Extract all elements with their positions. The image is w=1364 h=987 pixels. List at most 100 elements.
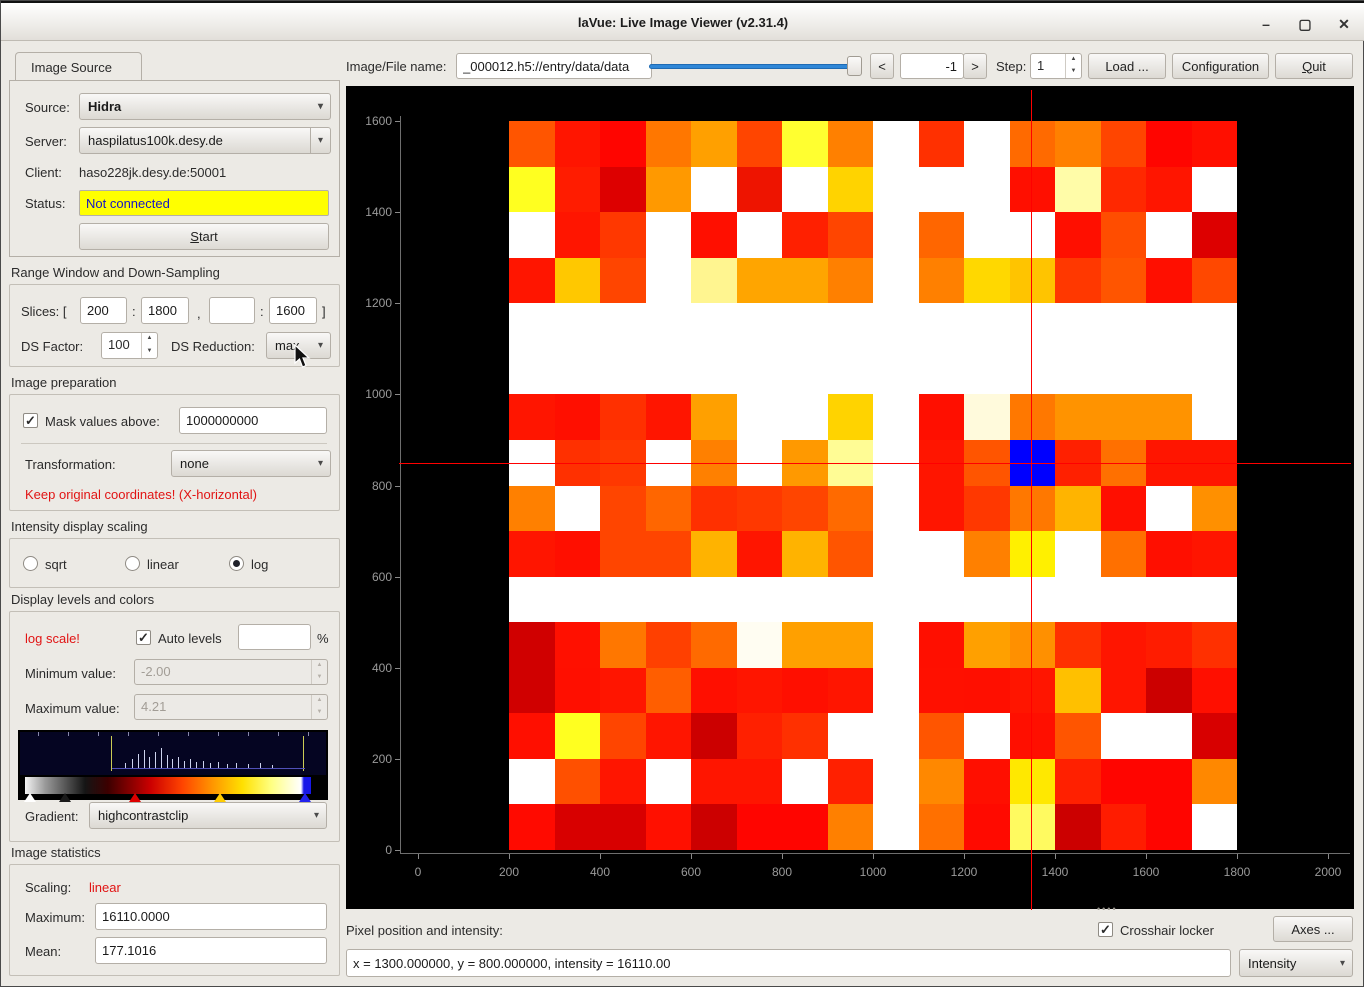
gradient-combo[interactable]: highcontrastclip ▾ [89, 802, 327, 829]
heatmap-cell [737, 303, 783, 349]
heatmap-cell [919, 577, 965, 623]
close-icon[interactable]: ✕ [1331, 12, 1357, 36]
histogram-spike [248, 764, 249, 768]
ds-factor-stepper[interactable]: 100 ▲▼ [101, 332, 158, 359]
maximize-icon[interactable]: ▢ [1292, 12, 1318, 36]
histogram-widget[interactable] [18, 730, 328, 800]
minimize-icon[interactable]: – [1253, 12, 1279, 36]
levels-section-title: Display levels and colors [11, 592, 154, 607]
transformation-combo[interactable]: none ▾ [171, 450, 331, 477]
heatmap-cell [509, 167, 555, 213]
y-tick-mark [395, 394, 400, 395]
heatmap-cell [782, 531, 828, 577]
heatmap-cell [873, 167, 919, 213]
step-stepper[interactable]: 1 ▲▼ [1030, 53, 1082, 79]
source-combo[interactable]: Hidra ▾ [79, 93, 331, 120]
radio-sqrt[interactable] [23, 556, 38, 571]
mask-checkbox[interactable]: ✓ [23, 413, 38, 428]
auto-levels-checkbox[interactable]: ✓ [136, 630, 151, 645]
axes-button[interactable]: Axes ... [1273, 916, 1353, 942]
heatmap-grid[interactable] [509, 121, 1237, 850]
heatmap-cell [646, 622, 692, 668]
heatmap-cell [509, 303, 555, 349]
radio-log[interactable] [229, 556, 244, 571]
heatmap-cell [919, 303, 965, 349]
pixel-position-input[interactable] [346, 949, 1231, 977]
gradient-marker-red[interactable] [129, 793, 141, 802]
radio-linear[interactable] [125, 556, 140, 571]
heatmap-cell [600, 486, 646, 532]
heatmap-cell [509, 531, 555, 577]
spin-up-icon[interactable]: ▲ [142, 333, 157, 346]
stats-maximum-input[interactable] [95, 903, 327, 930]
file-name-input[interactable] [456, 53, 652, 79]
quit-button[interactable]: Quit [1275, 53, 1353, 79]
heatmap-cell [600, 804, 646, 850]
heatmap-cell [964, 121, 1010, 167]
configuration-button[interactable]: Configuration [1172, 53, 1269, 79]
stats-section-title: Image statistics [11, 845, 101, 860]
y-tick-mark [395, 121, 400, 122]
slice-x1-input[interactable] [80, 297, 127, 324]
image-plot[interactable]: 16001400120010008006004002000 0200400600… [346, 86, 1354, 909]
heatmap-cell [1192, 804, 1238, 850]
heatmap-cell [646, 577, 692, 623]
start-button[interactable]: Start [79, 223, 329, 250]
heatmap-cell [1010, 622, 1056, 668]
gradient-marker-black[interactable] [59, 793, 71, 802]
slice-x2-input[interactable] [141, 297, 189, 324]
auto-levels-percent-input[interactable] [238, 624, 311, 650]
heatmap-cell [1055, 531, 1101, 577]
crosshair-horizontal[interactable] [399, 463, 1351, 464]
load-button[interactable]: Load ... [1088, 53, 1166, 79]
frame-slider-handle[interactable] [847, 56, 862, 76]
heatmap-cell [964, 577, 1010, 623]
client-label: Client: [25, 165, 62, 180]
y-tick-mark [395, 577, 400, 578]
heatmap-cell [1010, 531, 1056, 577]
x-tick-label: 200 [487, 865, 531, 879]
crosshair-vertical[interactable] [1031, 90, 1032, 910]
heatmap-cell [691, 349, 737, 395]
frame-number-input[interactable] [900, 53, 964, 79]
heatmap-cell [1055, 212, 1101, 258]
x-tick-mark [1055, 854, 1056, 859]
heatmap-cell [1010, 759, 1056, 805]
stats-mean-label: Mean: [25, 944, 61, 959]
heatmap-cell [691, 167, 737, 213]
gradient-label: Gradient: [25, 809, 78, 824]
heatmap-cell [600, 212, 646, 258]
x-tick-mark [1237, 854, 1238, 859]
x-tick-mark [691, 854, 692, 859]
histogram-left-bound[interactable] [111, 736, 112, 771]
heatmap-cell [555, 577, 601, 623]
frame-slider[interactable] [649, 64, 855, 69]
slice-y1-input[interactable] [209, 297, 255, 324]
histogram-baseline [112, 768, 305, 769]
spin-up-icon[interactable]: ▲ [1066, 54, 1081, 66]
heatmap-cell [691, 622, 737, 668]
slice-y2-input[interactable] [269, 297, 317, 324]
server-combo[interactable]: haspilatus100k.desy.de ▾ [79, 127, 331, 154]
splitter-handle[interactable]: •••• [1097, 904, 1118, 914]
histogram-right-bound[interactable] [303, 736, 304, 771]
gradient-marker-blue[interactable] [299, 793, 311, 802]
tab-image-source[interactable]: Image Source [15, 52, 142, 81]
mouse-cursor [293, 344, 312, 370]
heatmap-cell [1010, 577, 1056, 623]
slices-label: Slices: [ [21, 304, 67, 319]
spin-down-icon[interactable]: ▼ [142, 346, 157, 359]
prev-frame-button[interactable]: < [870, 53, 894, 79]
gradient-marker-white[interactable] [24, 793, 36, 802]
window-title: laVue: Live Image Viewer (v2.31.4) [1, 15, 1364, 30]
display-mode-combo[interactable]: Intensity ▾ [1239, 949, 1353, 977]
spin-down-icon[interactable]: ▼ [1066, 66, 1081, 78]
histogram-tick [128, 732, 129, 736]
gradient-marker-yellow[interactable] [214, 793, 226, 802]
stats-mean-input[interactable] [95, 937, 327, 964]
next-frame-button[interactable]: > [963, 53, 987, 79]
mask-value-input[interactable] [179, 407, 327, 434]
crosshair-locker-checkbox[interactable]: ✓ [1098, 922, 1113, 937]
heatmap-cell [691, 121, 737, 167]
x-tick-label: 1600 [1124, 865, 1168, 879]
